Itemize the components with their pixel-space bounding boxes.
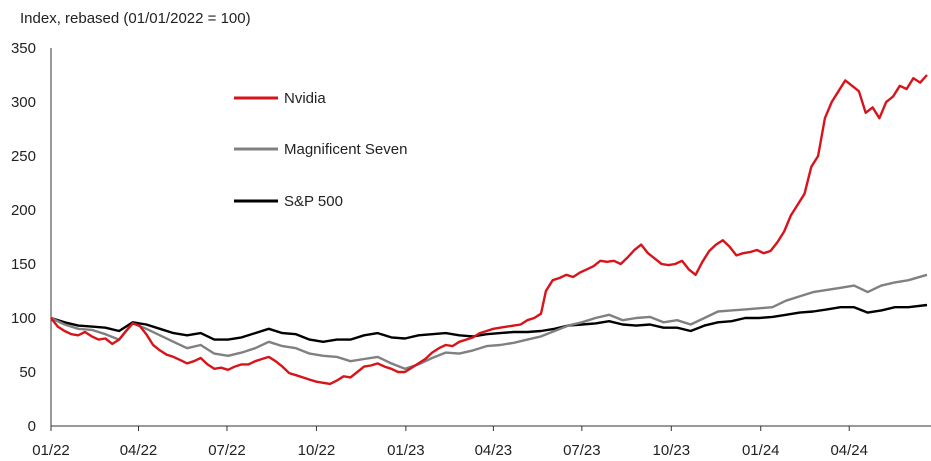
x-axis-ticks: 01/22 04/22 07/22 10/22 01/23 04/23 07/23 10/23…	[32, 426, 868, 459]
x-tick-label: 07/23	[563, 442, 601, 459]
legend: Nvidia Magnificent Seven S&P 500	[234, 90, 407, 210]
series-line-magnificent-seven	[50, 273, 928, 370]
y-tick-label: 250	[11, 148, 36, 165]
y-tick-label: 300	[11, 94, 36, 111]
x-tick-label: 04/22	[120, 442, 158, 459]
y-tick-label: 150	[11, 256, 36, 273]
x-tick-label: 01/22	[32, 442, 70, 459]
x-tick-label: 10/22	[298, 442, 336, 459]
y-tick-label: 200	[11, 202, 36, 219]
y-axis-ticks: 0 50 100 150 200 250 300 350	[11, 40, 36, 435]
x-tick-label: 01/24	[742, 442, 780, 459]
x-tick-label: 10/23	[653, 442, 691, 459]
y-tick-label: 50	[19, 364, 36, 381]
y-tick-label: 350	[11, 40, 36, 57]
legend-label: S&P 500	[284, 193, 343, 210]
x-tick-label: 07/22	[208, 442, 246, 459]
x-tick-label: 01/23	[387, 442, 425, 459]
y-tick-label: 100	[11, 310, 36, 327]
series-line-nvidia	[50, 74, 928, 386]
series-lines	[50, 74, 928, 386]
y-tick-label: 0	[28, 418, 36, 435]
x-tick-label: 04/23	[475, 442, 513, 459]
x-tick-label: 04/24	[830, 442, 868, 459]
series-line-s-p-500	[50, 303, 928, 343]
legend-label: Nvidia	[284, 90, 326, 107]
y-axis-title: Index, rebased (01/01/2022 = 100)	[20, 10, 251, 27]
legend-label: Magnificent Seven	[284, 141, 407, 158]
